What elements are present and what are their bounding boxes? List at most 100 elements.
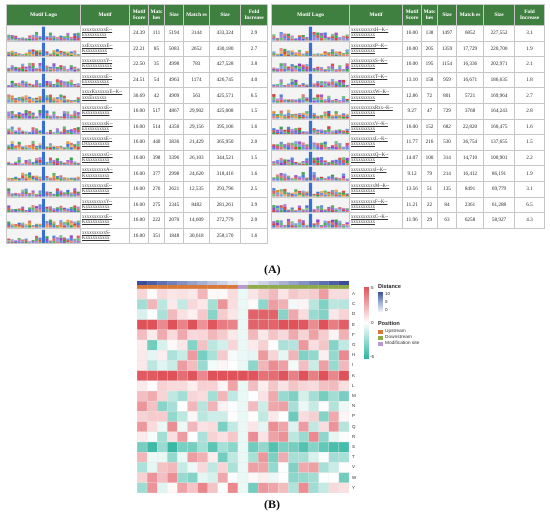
distance-strip-cell	[227, 281, 238, 285]
legend-modification-site: Modification site	[385, 341, 420, 346]
heatmap-row-label: N	[352, 403, 356, 409]
heatmap-cell	[247, 390, 259, 402]
heatmap-cell	[298, 441, 309, 453]
bg-size-cell: 202,971	[483, 56, 515, 73]
score-cell: 16.00	[129, 149, 149, 167]
heatmap-cell	[257, 441, 269, 453]
motif-logo	[271, 149, 350, 167]
heatmap-cell	[328, 299, 340, 310]
heatmap-cell	[247, 472, 259, 483]
header-bg-size: Size	[483, 4, 515, 26]
heatmap-cell	[227, 299, 239, 310]
position-strip-cell	[217, 285, 228, 289]
heatmap-cell	[328, 288, 340, 300]
bg-matches-cell: 29,156	[183, 118, 210, 136]
heatmap-cell	[167, 472, 178, 483]
heatmap-cell	[237, 288, 249, 300]
heatmap-cell	[157, 370, 168, 381]
fg-matches-cell: 138	[421, 25, 438, 42]
heatmap-cell	[217, 370, 229, 381]
heatmap-cell	[157, 482, 168, 493]
heatmap-cell	[338, 452, 349, 463]
heatmap-cell	[247, 339, 259, 351]
heatmap-cell	[187, 431, 198, 443]
distance-strip-cell	[288, 281, 299, 285]
fg-matches-cell: 47	[421, 102, 438, 120]
heatmap-cell	[237, 319, 249, 330]
heatmap-cell	[177, 309, 188, 320]
heatmap-row-label: I	[352, 362, 354, 368]
fold-cell: 3.1	[514, 25, 545, 42]
heatmap-cell	[207, 431, 218, 443]
heatmap-cell	[157, 401, 168, 412]
heatmap-cell	[197, 390, 208, 402]
position-legend-title: Position	[378, 321, 400, 327]
heatmap-cell	[268, 401, 279, 412]
heatmap-cell	[146, 380, 158, 392]
heatmap-cell	[167, 401, 178, 412]
heatmap-cell	[328, 462, 340, 473]
header-fold-increase: Fold Increase	[514, 4, 545, 26]
heatmap-cell	[237, 350, 249, 361]
position-strip-cell	[157, 285, 168, 289]
header-bg-matches: Match es	[456, 4, 484, 26]
heatmap-cell	[338, 441, 349, 453]
heatmap-cell	[298, 299, 309, 310]
fold-cell: 4.0	[240, 71, 268, 89]
heatmap-cell	[298, 421, 309, 432]
table-row: xxxxxxxxxxE--Kxxxxxxxxxx 16.00 276 2621 12,5…	[6, 180, 268, 198]
motif-logo	[6, 87, 81, 104]
fg-size-cell: 2621	[164, 180, 184, 198]
heatmap-cell	[288, 288, 299, 300]
heatmap-cell	[217, 380, 229, 392]
heatmap-cell	[167, 462, 178, 473]
heatmap-cell	[167, 329, 178, 341]
distance-strip-cell	[328, 281, 339, 285]
distance-strip-cell	[248, 281, 259, 285]
heatmap-cell	[187, 462, 198, 473]
heatmap-cell	[177, 329, 188, 341]
bg-size-cell: 318,416	[209, 165, 241, 182]
distance-strip-cell	[137, 281, 148, 285]
heatmap	[137, 281, 349, 493]
fg-size-cell: 4909	[164, 87, 184, 104]
score-cell: 11.21	[402, 196, 422, 214]
motif-logo	[6, 227, 81, 245]
bg-matches-cell: 29,902	[183, 102, 210, 120]
bg-matches-cell: 8491	[456, 180, 484, 198]
heatmap-cell	[146, 472, 158, 483]
header-fg-size: Size	[164, 4, 184, 26]
motif-logo-icon	[272, 26, 349, 41]
heatmap-cell	[217, 319, 229, 330]
heatmap-cell	[308, 350, 319, 361]
heatmap-cell	[197, 462, 208, 473]
heatmap-cell	[268, 309, 279, 320]
bg-size-cell: 186,635	[483, 71, 515, 89]
heatmap-cell	[177, 441, 188, 453]
motif-cell: xxxxxxxxxxG--Kxxxxxxxxxx	[80, 149, 130, 167]
heatmap-cell	[146, 441, 158, 453]
heatmap-cell	[146, 452, 158, 463]
motif-cell: xxxxxxxxxxE--Kxxxxxxxxxx	[80, 102, 130, 120]
heatmap-cell	[237, 441, 249, 453]
heatmap-cell	[167, 390, 178, 402]
heatmap-cell	[187, 350, 198, 361]
heatmap-cell	[157, 350, 168, 361]
fg-matches-cell: 72	[421, 87, 438, 104]
heatmap-cell	[298, 360, 309, 371]
swatch-downstream	[378, 336, 383, 340]
position-strip-cell	[258, 285, 269, 289]
bg-matches-cell: 3768	[456, 102, 484, 120]
swatch-modification-site	[378, 342, 383, 346]
fold-cell: 4.3	[514, 212, 545, 229]
table-row: xxxxxxxxxxE--Kxxxxxxxxxx 16.00 222 2070 14,6…	[6, 212, 268, 229]
heatmap-cell	[227, 472, 239, 483]
heatmap-cell	[268, 431, 279, 443]
heatmap-cell	[227, 431, 239, 443]
bg-matches-cell: 8482	[183, 196, 210, 214]
heatmap-cell	[237, 360, 249, 371]
heatmap-cell	[338, 360, 349, 371]
heatmap-cell	[308, 370, 319, 381]
position-strip-cell	[298, 285, 309, 289]
heatmap-cell	[237, 380, 249, 392]
